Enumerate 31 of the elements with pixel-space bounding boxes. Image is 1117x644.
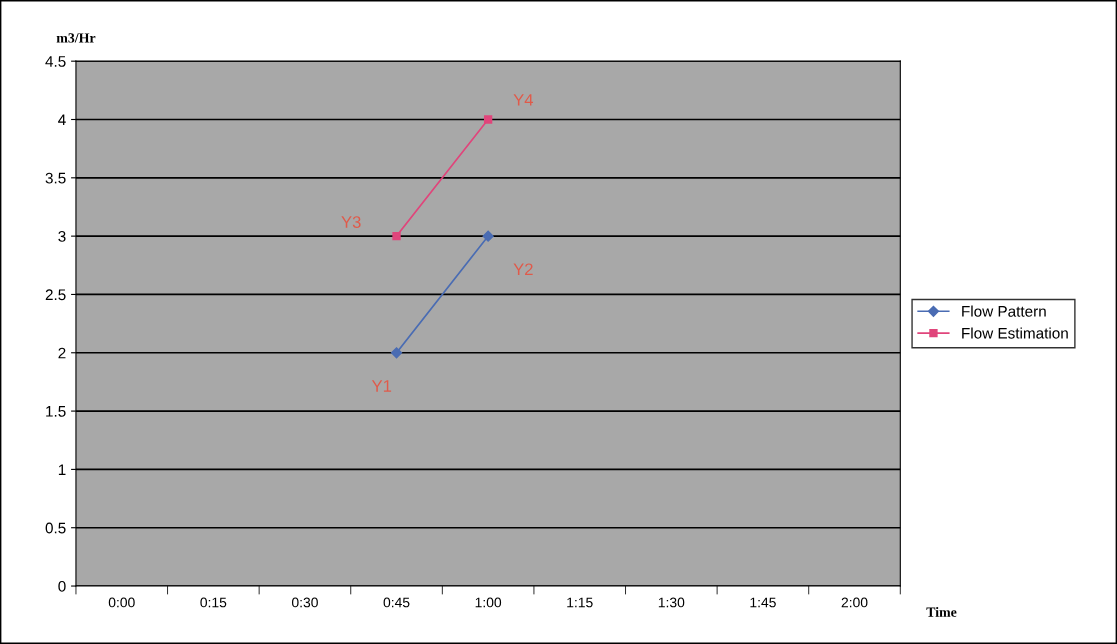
x-axis-title: Time — [926, 607, 957, 617]
x-tick-label: 0:30 — [291, 597, 318, 608]
x-tick-label: 1:00 — [475, 597, 502, 608]
x-tick-label: 0:00 — [108, 597, 135, 608]
y-tick-label: 2 — [58, 347, 66, 359]
annotation: Y4 — [513, 94, 534, 106]
annotation: Y3 — [341, 216, 361, 228]
point — [390, 347, 403, 359]
y-tick-label: 0 — [58, 580, 66, 592]
legend-label: Flow Pattern — [962, 305, 1046, 317]
x-tick-label: 1:30 — [658, 597, 685, 608]
y-axis-title: m3/Hr — [56, 33, 96, 43]
y-tick-label: 3.5 — [45, 172, 66, 184]
y-tick-label: 4.5 — [45, 56, 66, 67]
y-tick-label: 3 — [58, 231, 66, 242]
x-tick-label: 0:15 — [200, 597, 227, 608]
y-tick-label: 2.5 — [45, 289, 66, 301]
legend-label: Flow Estimation — [962, 327, 1068, 339]
y-tick-label: 4 — [58, 114, 66, 126]
y-tick-label: 1.5 — [46, 406, 66, 417]
annotation: Y2 — [513, 263, 533, 276]
point — [482, 230, 494, 242]
x-tick-label: 1:45 — [750, 597, 776, 608]
y-tick-label: 0.5 — [45, 522, 66, 534]
x-tick-label: 0:45 — [383, 597, 410, 608]
point — [483, 115, 493, 124]
point — [392, 231, 401, 241]
x-tick-label: 2:00 — [841, 597, 868, 608]
x-tick-label: 1:15 — [567, 597, 593, 608]
annotation: Y1 — [371, 380, 392, 392]
y-tick-label: 1 — [58, 464, 66, 475]
